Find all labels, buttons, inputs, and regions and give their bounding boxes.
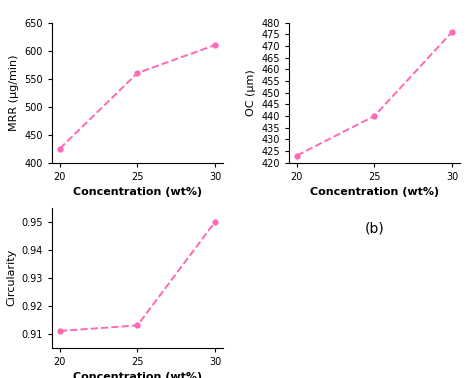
X-axis label: Concentration (wt%): Concentration (wt%) bbox=[310, 187, 439, 197]
Y-axis label: MRR (μg/min): MRR (μg/min) bbox=[9, 54, 19, 131]
Y-axis label: Circularity: Circularity bbox=[6, 249, 16, 307]
X-axis label: Concentration (wt%): Concentration (wt%) bbox=[73, 187, 202, 197]
X-axis label: Concentration (wt%): Concentration (wt%) bbox=[73, 372, 202, 378]
Text: (b): (b) bbox=[365, 221, 384, 235]
Y-axis label: OC (μm): OC (μm) bbox=[246, 69, 256, 116]
Text: (a): (a) bbox=[128, 221, 147, 235]
